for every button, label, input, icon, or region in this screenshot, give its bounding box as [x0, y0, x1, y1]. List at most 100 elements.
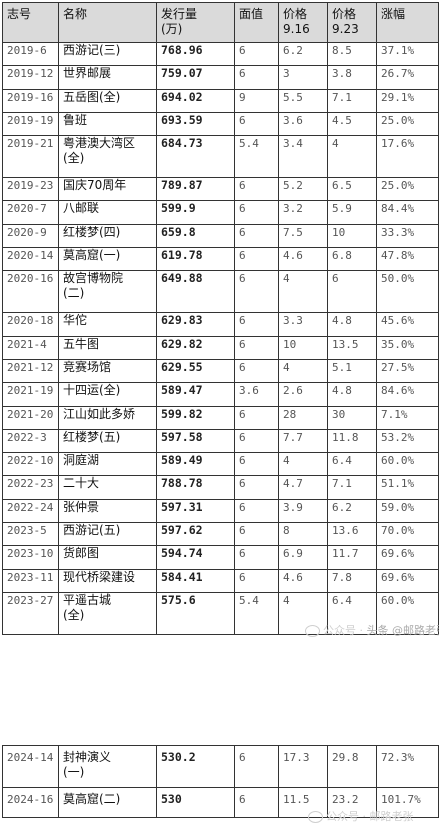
stamp-code-cell: 2022-24 — [3, 499, 59, 522]
stamp-name-cell: 莫高窟(一) — [59, 248, 157, 271]
face-value-cell: 6 — [235, 453, 279, 476]
issue-quantity-cell: 530.2 — [157, 746, 235, 788]
price-increase-cell: 45.6% — [377, 313, 439, 336]
face-value-cell: 9 — [235, 89, 279, 112]
stamp-code-cell: 2024-14 — [3, 746, 59, 788]
stamp-code-cell: 2020-18 — [3, 313, 59, 336]
issue-quantity-cell: 659.8 — [157, 224, 235, 247]
price-9-16-cell: 4 — [279, 453, 328, 476]
stamp-name-cell: 红楼梦(四) — [59, 224, 157, 247]
stamp-code-cell: 2023-5 — [3, 523, 59, 546]
price-9-16-cell: 3.3 — [279, 313, 328, 336]
stamp-code-cell: 2020-7 — [3, 201, 59, 224]
price-9-23-cell: 6.8 — [328, 248, 377, 271]
price-9-23-cell: 13.5 — [328, 336, 377, 359]
face-value-cell: 6 — [235, 178, 279, 201]
price-9-16-cell: 28 — [279, 406, 328, 429]
face-value-cell: 6 — [235, 201, 279, 224]
price-increase-cell: 51.1% — [377, 476, 439, 499]
stamp-code-cell: 2021-12 — [3, 359, 59, 382]
watermark-credit: 头条 @邮路老张 — [367, 624, 439, 637]
watermark-text: 公众号 · — [323, 624, 367, 637]
stamp-name-cell: 华佗 — [59, 313, 157, 336]
stamp-name-cell: 二十大 — [59, 476, 157, 499]
price-increase-cell: 53.2% — [377, 429, 439, 452]
issue-quantity-cell: 629.55 — [157, 359, 235, 382]
face-value-cell: 6 — [235, 248, 279, 271]
face-value-cell: 6 — [235, 746, 279, 788]
stamp-code-cell: 2023-10 — [3, 546, 59, 569]
stamp-name-cell: 五岳图(全) — [59, 89, 157, 112]
price-9-23-cell: 11.8 — [328, 429, 377, 452]
stamp-code-cell: 2024-16 — [3, 788, 59, 818]
face-value-cell: 6 — [235, 499, 279, 522]
stamp-name-cell: 故宫博物院 (二) — [59, 271, 157, 313]
stamp-name-cell: 江山如此多娇 — [59, 406, 157, 429]
stamp-code-cell: 2022-23 — [3, 476, 59, 499]
price-increase-cell: 25.0% — [377, 178, 439, 201]
issue-quantity-cell: 759.07 — [157, 66, 235, 89]
stamp-name-cell: 西游记(三) — [59, 43, 157, 66]
face-value-cell: 6 — [235, 546, 279, 569]
price-9-23-cell: 5.9 — [328, 201, 377, 224]
wechat-icon — [308, 811, 323, 823]
stamp-code-cell: 2020-14 — [3, 248, 59, 271]
price-9-23-cell: 13.6 — [328, 523, 377, 546]
face-value-cell: 6 — [235, 271, 279, 313]
price-9-23-cell: 7.8 — [328, 569, 377, 592]
issue-quantity-cell: 597.58 — [157, 429, 235, 452]
stamp-name-cell: 国庆70周年 — [59, 178, 157, 201]
price-increase-cell: 69.6% — [377, 546, 439, 569]
stamp-name-cell: 莫高窟(二) — [59, 788, 157, 818]
issue-quantity-cell: 629.82 — [157, 336, 235, 359]
price-9-16-cell: 4 — [279, 359, 328, 382]
price-increase-cell: 17.6% — [377, 136, 439, 178]
price-9-16-cell: 5.2 — [279, 178, 328, 201]
stamp-name-cell: 张仲景 — [59, 499, 157, 522]
stamp-name-cell: 货郎图 — [59, 546, 157, 569]
issue-quantity-cell: 684.73 — [157, 136, 235, 178]
face-value-cell: 6 — [235, 429, 279, 452]
stamp-name-cell: 十四运(全) — [59, 383, 157, 406]
price-9-23-cell: 3.8 — [328, 66, 377, 89]
price-9-23-cell: 29.8 — [328, 746, 377, 788]
price-9-16-cell: 4 — [279, 271, 328, 313]
price-increase-cell: 84.6% — [377, 383, 439, 406]
price-increase-cell: 72.3% — [377, 746, 439, 788]
issue-quantity-cell: 619.78 — [157, 248, 235, 271]
price-9-16-cell: 3.9 — [279, 499, 328, 522]
header-price-9-23-cell: 价格 9.23 — [328, 3, 377, 43]
price-increase-cell: 84.4% — [377, 201, 439, 224]
price-increase-cell: 35.0% — [377, 336, 439, 359]
price-increase-cell: 7.1% — [377, 406, 439, 429]
price-9-23-cell: 8.5 — [328, 43, 377, 66]
price-9-23-cell: 6.2 — [328, 499, 377, 522]
price-9-23-cell: 6.5 — [328, 178, 377, 201]
header-face-value-cell: 面值 — [235, 3, 279, 43]
price-9-16-cell: 17.3 — [279, 746, 328, 788]
issue-quantity-cell: 584.41 — [157, 569, 235, 592]
price-increase-cell: 33.3% — [377, 224, 439, 247]
stamp-name-cell: 粤港澳大湾区 (全) — [59, 136, 157, 178]
price-increase-cell: 25.0% — [377, 112, 439, 135]
stamp-code-cell: 2021-4 — [3, 336, 59, 359]
price-increase-cell: 50.0% — [377, 271, 439, 313]
price-9-16-cell: 7.5 — [279, 224, 328, 247]
price-9-16-cell: 3.2 — [279, 201, 328, 224]
price-9-16-cell: 2.6 — [279, 383, 328, 406]
price-increase-cell: 29.1% — [377, 89, 439, 112]
price-9-16-cell: 3.4 — [279, 136, 328, 178]
stamp-code-cell: 2022-3 — [3, 429, 59, 452]
stamp-name-cell: 红楼梦(五) — [59, 429, 157, 452]
price-increase-cell: 47.8% — [377, 248, 439, 271]
